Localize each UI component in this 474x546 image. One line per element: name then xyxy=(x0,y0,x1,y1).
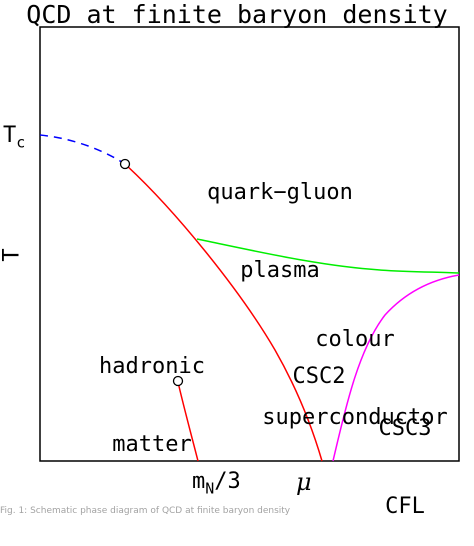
hadronic-label: hadronic matter xyxy=(83,302,221,484)
qgp-label: quark−gluon plasma xyxy=(200,128,360,310)
csc-label: colour superconductor xyxy=(252,275,458,457)
csc-label-line2: superconductor xyxy=(262,405,448,430)
csc-label-line1: colour xyxy=(315,327,395,352)
hadronic-label-line1: hadronic xyxy=(99,354,205,379)
csc3-label-line2: CFL xyxy=(385,494,425,519)
csc2-label: CSC2 xyxy=(292,364,346,389)
critical-endpoint xyxy=(119,158,131,170)
crossover-line xyxy=(39,134,126,165)
figure-caption: Fig. 1: Schematic phase diagram of QCD a… xyxy=(0,506,291,516)
tc-subscript: c xyxy=(16,133,26,152)
diagram-title: QCD at finite baryon density xyxy=(26,0,448,29)
x-axis-label: μ xyxy=(296,468,312,496)
y-axis-label: T xyxy=(0,248,25,262)
liquid-gas-line xyxy=(177,381,199,462)
phase-diagram xyxy=(39,26,460,462)
deconfinement-line xyxy=(124,163,323,462)
tc-tick-label: Tc xyxy=(3,123,26,152)
mn3-tick-label: mN/3 xyxy=(192,469,241,498)
liquid-gas-endpoint xyxy=(172,375,184,387)
csc3-label: CSC3 CFL xyxy=(372,364,438,546)
mn-subscript: N xyxy=(205,479,215,498)
qgp-label-line2: plasma xyxy=(240,258,320,283)
plot-frame xyxy=(39,26,460,462)
cfl-boundary-line xyxy=(332,274,460,462)
csc-boundary-line xyxy=(196,238,460,274)
csc3-label-line1: CSC3 xyxy=(378,416,432,441)
qgp-label-line1: quark−gluon xyxy=(207,180,353,205)
hadronic-label-line2: matter xyxy=(112,432,192,457)
